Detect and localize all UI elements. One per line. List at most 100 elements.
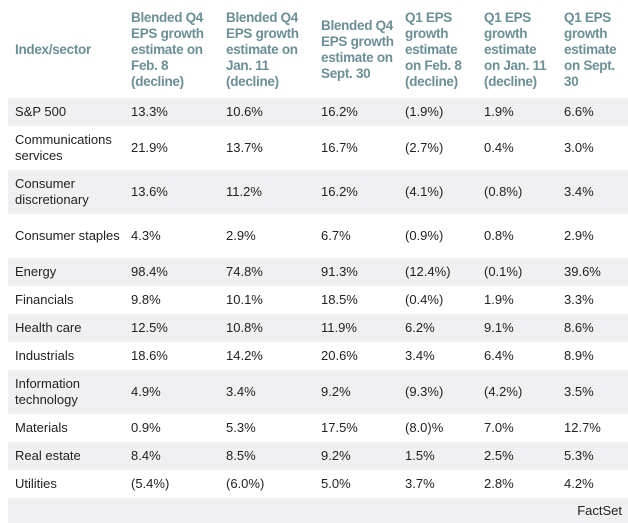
sector-cell: Health care — [8, 314, 124, 342]
value-cell: 10.8% — [219, 314, 314, 342]
value-cell: 10.6% — [219, 98, 314, 126]
column-header: Blended Q4 EPS growth estimate on Sept. … — [321, 18, 394, 81]
value-cell: 11.9% — [314, 314, 398, 342]
sector-cell: Financials — [15, 292, 74, 307]
value-cell: 13.3% — [124, 98, 219, 126]
value-cell: 5.3% — [557, 442, 628, 470]
value-cell: 2.9% — [564, 228, 594, 243]
value-cell: (0.8%) — [477, 170, 557, 214]
value-cell: 1.9% — [484, 292, 514, 307]
value-cell: 74.8% — [219, 258, 314, 286]
sector-cell: Industrials — [15, 348, 75, 363]
table-row: Information technology 4.9% 3.4% 9.2% (9.3%)… — [8, 370, 628, 414]
eps-table: Index/sector Blended Q4 EPS growth estima… — [8, 0, 628, 523]
value-cell: (1.9%) — [398, 98, 477, 126]
value-cell: 3.5% — [557, 370, 628, 414]
value-cell: 12.7% — [564, 420, 601, 435]
table-row: S&P 500 13.3% 10.6% 16.2% (1.9%) 1.9% 6.6% — [8, 98, 628, 126]
value-cell: 16.7% — [321, 140, 358, 155]
value-cell: 3.4% — [405, 348, 435, 363]
sector-cell: Real estate — [8, 442, 124, 470]
value-cell: 21.9% — [131, 140, 168, 155]
value-cell: 8.5% — [219, 442, 314, 470]
sector-cell: Energy — [8, 258, 124, 286]
column-header: Q1 EPS growth estimate on Jan. 11 (decli… — [484, 10, 547, 89]
header-row: Index/sector Blended Q4 EPS growth estima… — [8, 0, 628, 98]
value-cell: 3.0% — [564, 140, 594, 155]
table-row: Health care 12.5% 10.8% 11.9% 6.2% 9.1% 8.6% — [8, 314, 628, 342]
value-cell: 17.5% — [321, 420, 358, 435]
value-cell: 16.2% — [314, 98, 398, 126]
value-cell: (12.4%) — [398, 258, 477, 286]
value-cell: 91.3% — [314, 258, 398, 286]
value-cell: 12.5% — [124, 314, 219, 342]
value-cell: 6.2% — [398, 314, 477, 342]
value-cell: 5.0% — [321, 476, 351, 491]
value-cell: 2.5% — [477, 442, 557, 470]
value-cell: (0.4%) — [405, 292, 444, 307]
value-cell: (0.1%) — [477, 258, 557, 286]
sector-cell: Communications services — [15, 132, 112, 163]
sector-cell: Materials — [15, 420, 68, 435]
value-cell: (4.1%) — [398, 170, 477, 214]
value-cell: 2.8% — [484, 476, 514, 491]
value-cell: 2.9% — [226, 228, 256, 243]
table-row: Utilities (5.4%) (6.0%) 5.0% 3.7% 2.8% 4.2% — [8, 470, 628, 498]
value-cell: 11.2% — [219, 170, 314, 214]
value-cell: 4.3% — [131, 228, 161, 243]
value-cell: 3.4% — [219, 370, 314, 414]
table-row: Materials 0.9% 5.3% 17.5% (8.0)% 7.0% 12.7% — [8, 414, 628, 442]
sector-cell: S&P 500 — [8, 98, 124, 126]
value-cell: (8.0)% — [405, 420, 444, 435]
sector-cell: Consumer staples — [15, 228, 120, 243]
value-cell: 4.2% — [564, 476, 594, 491]
column-header: Index/sector — [15, 42, 91, 57]
value-cell: 39.6% — [557, 258, 628, 286]
value-cell: 3.3% — [564, 292, 594, 307]
source-note: FactSet — [8, 498, 628, 523]
value-cell: (5.4%) — [131, 476, 170, 491]
value-cell: 4.9% — [124, 370, 219, 414]
value-cell: 9.1% — [477, 314, 557, 342]
value-cell: 9.2% — [314, 442, 398, 470]
table-row: Financials 9.8% 10.1% 18.5% (0.4%) 1.9% 3.3% — [8, 286, 628, 314]
source-row: FactSet — [8, 498, 628, 523]
sector-cell: Utilities — [15, 476, 57, 491]
value-cell: 13.7% — [226, 140, 263, 155]
table-row: Industrials 18.6% 14.2% 20.6% 3.4% 6.4% 8.9% — [8, 342, 628, 370]
table-row: Consumer discretionary 13.6% 11.2% 16.2% (4.… — [8, 170, 628, 214]
table-row: Communications services 21.9% 13.7% 16.7% (2… — [8, 126, 628, 170]
value-cell: (9.3%) — [398, 370, 477, 414]
value-cell: 8.6% — [557, 314, 628, 342]
value-cell: 8.4% — [124, 442, 219, 470]
value-cell: (6.0%) — [226, 476, 265, 491]
value-cell: 98.4% — [124, 258, 219, 286]
column-header: Q1 EPS growth estimate on Sept. 30 — [564, 10, 617, 89]
value-cell: 3.7% — [405, 476, 435, 491]
value-cell: 3.4% — [557, 170, 628, 214]
column-header: Blended Q4 EPS growth estimate on Jan. 1… — [226, 10, 299, 89]
value-cell: 6.7% — [321, 228, 351, 243]
value-cell: 13.6% — [124, 170, 219, 214]
value-cell: 5.3% — [226, 420, 256, 435]
sector-cell: Consumer discretionary — [8, 170, 124, 214]
value-cell: 18.6% — [131, 348, 168, 363]
value-cell: 0.4% — [484, 140, 514, 155]
value-cell: 6.6% — [557, 98, 628, 126]
value-cell: (0.9%) — [405, 228, 444, 243]
value-cell: 0.9% — [131, 420, 161, 435]
value-cell: 6.4% — [484, 348, 514, 363]
value-cell: 9.8% — [131, 292, 161, 307]
value-cell: 18.5% — [321, 292, 358, 307]
value-cell: 16.2% — [314, 170, 398, 214]
column-header: Q1 EPS growth estimate on Feb. 8 (declin… — [405, 10, 462, 89]
value-cell: 10.1% — [226, 292, 263, 307]
value-cell: 1.9% — [477, 98, 557, 126]
value-cell: 14.2% — [226, 348, 263, 363]
value-cell: (4.2%) — [477, 370, 557, 414]
value-cell: 9.2% — [314, 370, 398, 414]
table-row: Real estate 8.4% 8.5% 9.2% 1.5% 2.5% 5.3% — [8, 442, 628, 470]
value-cell: 7.0% — [484, 420, 514, 435]
value-cell: 0.8% — [484, 228, 514, 243]
column-header: Blended Q4 EPS growth estimate on Feb. 8… — [131, 10, 204, 89]
